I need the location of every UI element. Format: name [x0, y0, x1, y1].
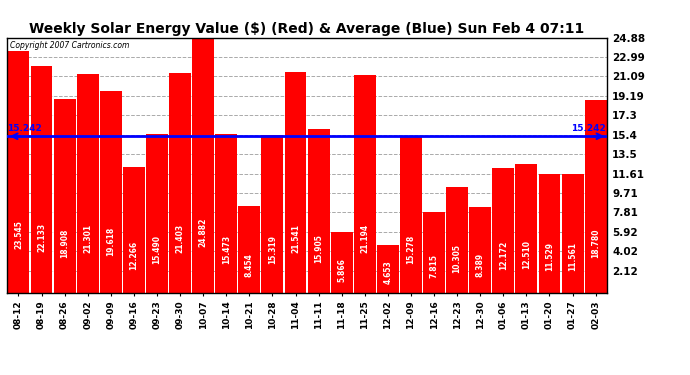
Bar — [8, 51, 30, 292]
Text: 15.242: 15.242 — [571, 124, 606, 133]
Bar — [308, 129, 330, 292]
Bar — [331, 232, 353, 292]
Text: 15.242: 15.242 — [7, 124, 41, 133]
Text: 21.541: 21.541 — [291, 224, 300, 253]
Bar — [515, 164, 538, 292]
Text: 21.194: 21.194 — [360, 224, 369, 254]
Bar — [377, 245, 399, 292]
Bar — [446, 187, 468, 292]
Bar — [169, 73, 191, 292]
Text: 4.653: 4.653 — [384, 260, 393, 284]
Text: 15.278: 15.278 — [406, 235, 415, 264]
Text: 7.815: 7.815 — [430, 254, 439, 278]
Bar — [193, 38, 214, 292]
Bar — [400, 136, 422, 292]
Bar — [469, 207, 491, 292]
Text: 24.882: 24.882 — [199, 217, 208, 247]
Text: 19.618: 19.618 — [106, 227, 115, 256]
Text: 12.510: 12.510 — [522, 240, 531, 269]
Text: 10.305: 10.305 — [453, 244, 462, 273]
Text: 15.473: 15.473 — [221, 235, 230, 264]
Bar — [146, 134, 168, 292]
Text: 11.529: 11.529 — [545, 242, 554, 271]
Text: 15.490: 15.490 — [152, 235, 161, 264]
Bar — [562, 174, 584, 292]
Bar — [77, 74, 99, 292]
Text: 12.172: 12.172 — [499, 241, 508, 270]
Text: Copyright 2007 Cartronics.com: Copyright 2007 Cartronics.com — [10, 41, 129, 50]
Text: 8.454: 8.454 — [245, 253, 254, 277]
Text: 8.389: 8.389 — [475, 253, 484, 277]
Bar — [284, 72, 306, 292]
Text: 18.908: 18.908 — [60, 228, 69, 258]
Bar — [423, 212, 445, 292]
Text: 23.545: 23.545 — [14, 220, 23, 249]
Bar — [584, 100, 607, 292]
Bar — [262, 135, 284, 292]
Text: 18.780: 18.780 — [591, 228, 600, 258]
Bar — [215, 134, 237, 292]
Title: Weekly Solar Energy Value ($) (Red) & Average (Blue) Sun Feb 4 07:11: Weekly Solar Energy Value ($) (Red) & Av… — [30, 22, 584, 36]
Text: 21.301: 21.301 — [83, 224, 92, 253]
Text: 15.319: 15.319 — [268, 235, 277, 264]
Text: 15.905: 15.905 — [314, 234, 323, 263]
Bar — [30, 66, 52, 292]
Bar — [354, 75, 376, 292]
Bar — [238, 206, 260, 292]
Text: 11.561: 11.561 — [568, 242, 577, 271]
Bar — [123, 167, 145, 292]
Text: 21.403: 21.403 — [175, 224, 184, 253]
Bar — [54, 99, 76, 292]
Bar — [100, 92, 121, 292]
Bar — [493, 168, 514, 292]
Text: 5.866: 5.866 — [337, 258, 346, 282]
Bar — [538, 174, 560, 292]
Text: 22.133: 22.133 — [37, 222, 46, 252]
Text: 12.266: 12.266 — [130, 241, 139, 270]
